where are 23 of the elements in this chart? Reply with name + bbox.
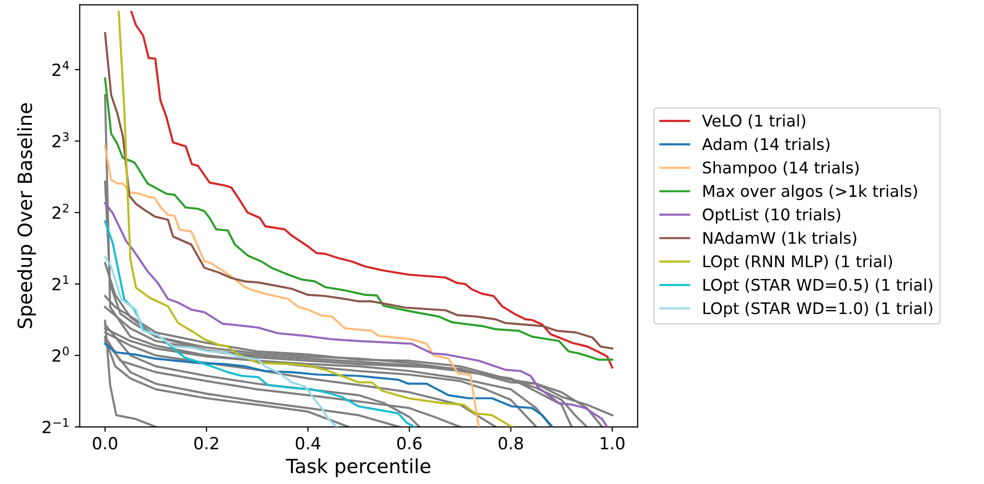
- legend-label: LOpt (RNN MLP) (1 trial): [703, 255, 892, 270]
- legend-label: LOpt (STAR WD=0.5) (1 trial): [703, 278, 932, 294]
- y-tick-label: 2$^{−1}$: [42, 418, 68, 434]
- y-axis-title: Speedup Over Baseline: [17, 103, 36, 328]
- y-tick-label: 2$^{1}$: [52, 275, 68, 290]
- x-axis-title: Task percentile: [286, 458, 430, 478]
- x-tick-label: 0.0: [92, 436, 118, 450]
- legend-label: OptList (10 trials): [702, 208, 840, 224]
- y-tick-label: 2$^{2}$: [52, 204, 68, 219]
- x-tick-label: 0.6: [397, 436, 422, 450]
- legend-label: NAdamW (1k trials): [703, 232, 856, 246]
- y-tick-label: 2$^{0}$: [52, 346, 69, 362]
- x-tick-label: 1.0: [600, 436, 624, 450]
- legend-label: Shampoo (14 trials): [702, 161, 859, 177]
- x-tick-label: 0.2: [194, 436, 218, 450]
- legend-label: Max over algos (>1k trials): [703, 184, 918, 200]
- legend-label: VeLO (1 trial): [702, 114, 806, 129]
- legend-label: Adam (14 trials): [702, 138, 830, 152]
- x-tick-label: 0.4: [296, 436, 320, 450]
- legend-label: LOpt (STAR WD=1.0) (1 trial): [703, 302, 932, 318]
- y-tick-label: 2$^{3}$: [52, 132, 69, 148]
- y-tick-label: 2$^{4}$: [52, 60, 69, 76]
- x-tick-label: 0.8: [498, 436, 523, 450]
